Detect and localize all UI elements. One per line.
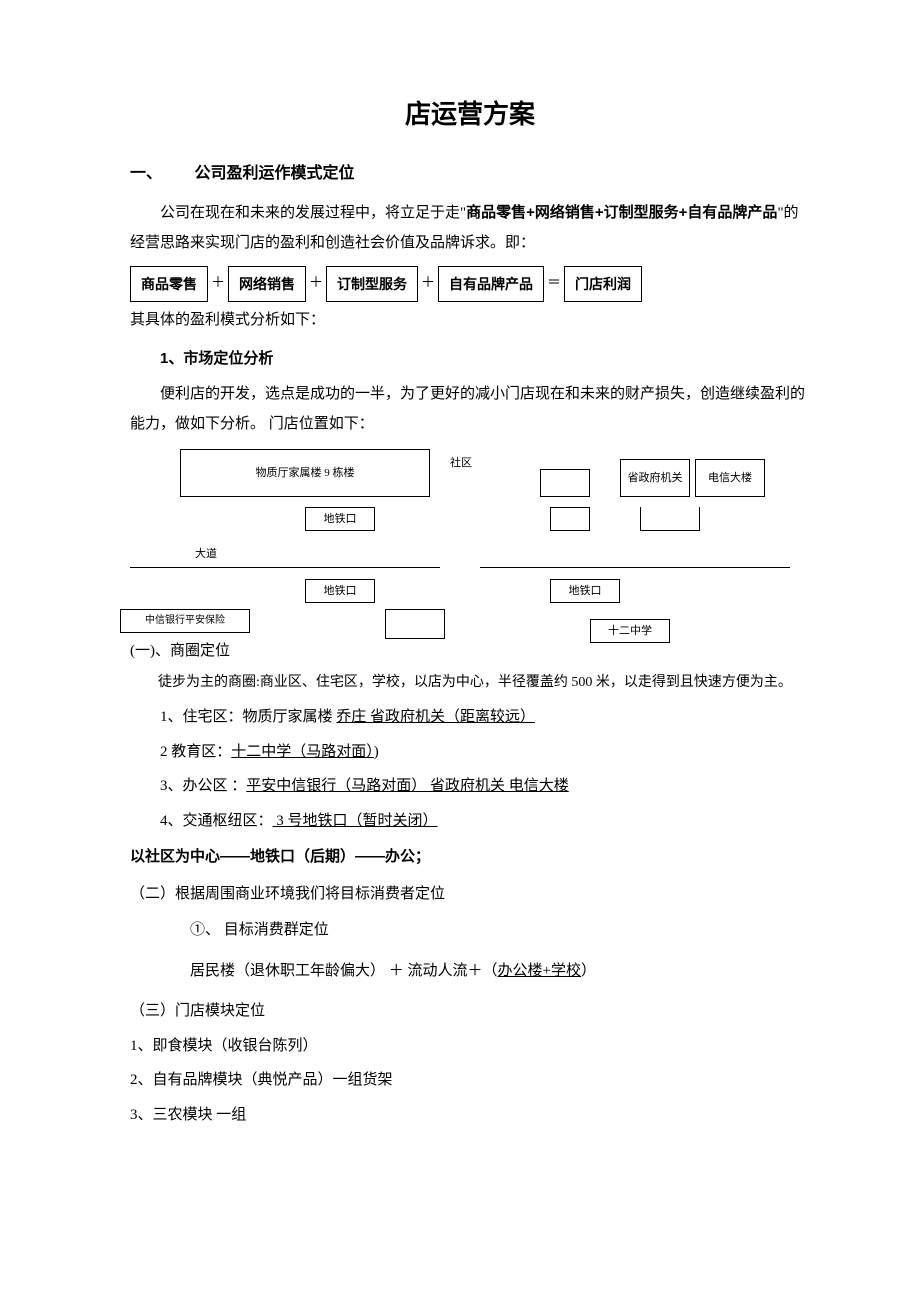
section1-p3: 便利店的开发，选点是成功的一半，为了更好的减小门店现在和未来的财产损失，创造继续… xyxy=(130,379,810,439)
m3: 3、三农模块 一组 xyxy=(130,1101,810,1130)
li-er1: ①、 目标消费群定位 xyxy=(190,916,810,945)
li3a: 3、办公区 ： xyxy=(160,778,246,794)
li1a: 1、住宅区：物质厅家属楼 xyxy=(160,709,336,725)
p1b: 商品零售+网络销售+订制型服务+自有品牌产品 xyxy=(466,204,777,221)
box-shengzhengfu: 省政府机关 xyxy=(620,459,690,497)
m1: 1、即食模块（收银台陈列） xyxy=(130,1032,810,1061)
line-dadao-2 xyxy=(480,567,790,568)
li-er2c: ） xyxy=(581,963,596,979)
li2b: 十二中学（马路对面） xyxy=(231,744,374,760)
h-san: （三）门店模块定位 xyxy=(130,997,810,1026)
sq-para: 徒步为主的商圈:商业区、住宅区，学校，以店为中心，半径覆盖约 500 米，以走得… xyxy=(130,669,810,697)
section1-heading-text: 公司盈利运作模式定位 xyxy=(194,165,354,182)
li-er2a: 居民楼（退休职工年龄偏大） ＋ 流动人流＋（ xyxy=(190,963,498,979)
box-dianxin: 电信大楼 xyxy=(695,459,765,497)
text-dadao: 大道 xyxy=(195,544,217,565)
li-1: 1、住宅区：物质厅家属楼 乔庄 省政府机关（距离较远） xyxy=(160,703,810,732)
op-eq: ＝ xyxy=(546,271,562,298)
box-ditie1: 地铁口 xyxy=(305,507,375,531)
li2c: ) xyxy=(374,744,379,760)
box-profit: 门店利润 xyxy=(564,266,642,303)
op-plus-3: ＋ xyxy=(420,271,436,298)
li-er2: 居民楼（退休职工年龄偏大） ＋ 流动人流＋（办公楼+学校） xyxy=(190,957,810,986)
box-ditie2: 地铁口 xyxy=(305,579,375,603)
boldline: 以社区为中心——地铁口（后期）——办公； xyxy=(130,843,810,872)
box-ditie3: 地铁口 xyxy=(550,579,620,603)
op-plus-1: ＋ xyxy=(210,271,226,298)
li-2: 2 教育区：十二中学（马路对面）) xyxy=(160,738,810,767)
li-3: 3、办公区 ：平安中信银行（马路对面） 省政府机关 电信大楼 xyxy=(160,772,810,801)
li1b: 乔庄 省政府机关（距离较远） xyxy=(336,709,535,725)
box-brand: 自有品牌产品 xyxy=(438,266,544,303)
section1-p1: 公司在现在和未来的发展过程中，将立足于走"商品零售+网络销售+订制型服务+自有品… xyxy=(130,198,810,258)
box-retail: 商品零售 xyxy=(130,266,208,303)
li4b: 3 号地铁口（暂时关闭） xyxy=(273,813,438,829)
box-shequ: 社区 xyxy=(446,441,476,486)
li2a: 2 教育区： xyxy=(160,744,231,760)
box-shier: 十二中学 xyxy=(590,619,670,643)
box-empty-3 xyxy=(640,507,700,531)
box-zhongxin: 中信银行平安保险 xyxy=(120,609,250,633)
section1-heading: 一、 公司盈利运作模式定位 xyxy=(130,159,810,189)
section1-p2: 其具体的盈利模式分析如下： xyxy=(130,306,810,335)
op-plus-2: ＋ xyxy=(308,271,324,298)
formula-row: 商品零售 ＋ 网络销售 ＋ 订制型服务 ＋ 自有品牌产品 ＝ 门店利润 xyxy=(130,266,810,303)
li-4: 4、交通枢纽区： 3 号地铁口（暂时关闭） xyxy=(160,807,810,836)
m2: 2、自有品牌模块（典悦产品）一组货架 xyxy=(130,1066,810,1095)
line-dadao-1 xyxy=(130,567,440,568)
p1a: 公司在现在和未来的发展过程中，将立足于走" xyxy=(160,205,466,221)
box-network: 网络销售 xyxy=(228,266,306,303)
sub1-heading: 1、市场定位分析 xyxy=(160,345,810,374)
box-empty-4 xyxy=(385,609,445,639)
li4a: 4、交通枢纽区： xyxy=(160,813,273,829)
sq-heading: (一)、商圈定位 xyxy=(130,637,230,666)
box-empty-2 xyxy=(550,507,590,531)
box-custom: 订制型服务 xyxy=(326,266,418,303)
location-diagram: 物质厅家属楼 9 栋楼 社区 省政府机关 电信大楼 地铁口 大道 地铁口 地铁口… xyxy=(130,449,810,669)
li3b: 平安中信银行（马路对面） 省政府机关 电信大楼 xyxy=(246,778,569,794)
h-er: （二）根据周围商业环境我们将目标消费者定位 xyxy=(130,880,810,909)
doc-title: 店运营方案 xyxy=(130,90,810,139)
li-er2b: 办公楼+学校 xyxy=(498,963,581,979)
section1-num: 一、 xyxy=(130,159,190,189)
box-wuzhiting: 物质厅家属楼 9 栋楼 xyxy=(180,449,430,497)
box-empty-1 xyxy=(540,469,590,497)
